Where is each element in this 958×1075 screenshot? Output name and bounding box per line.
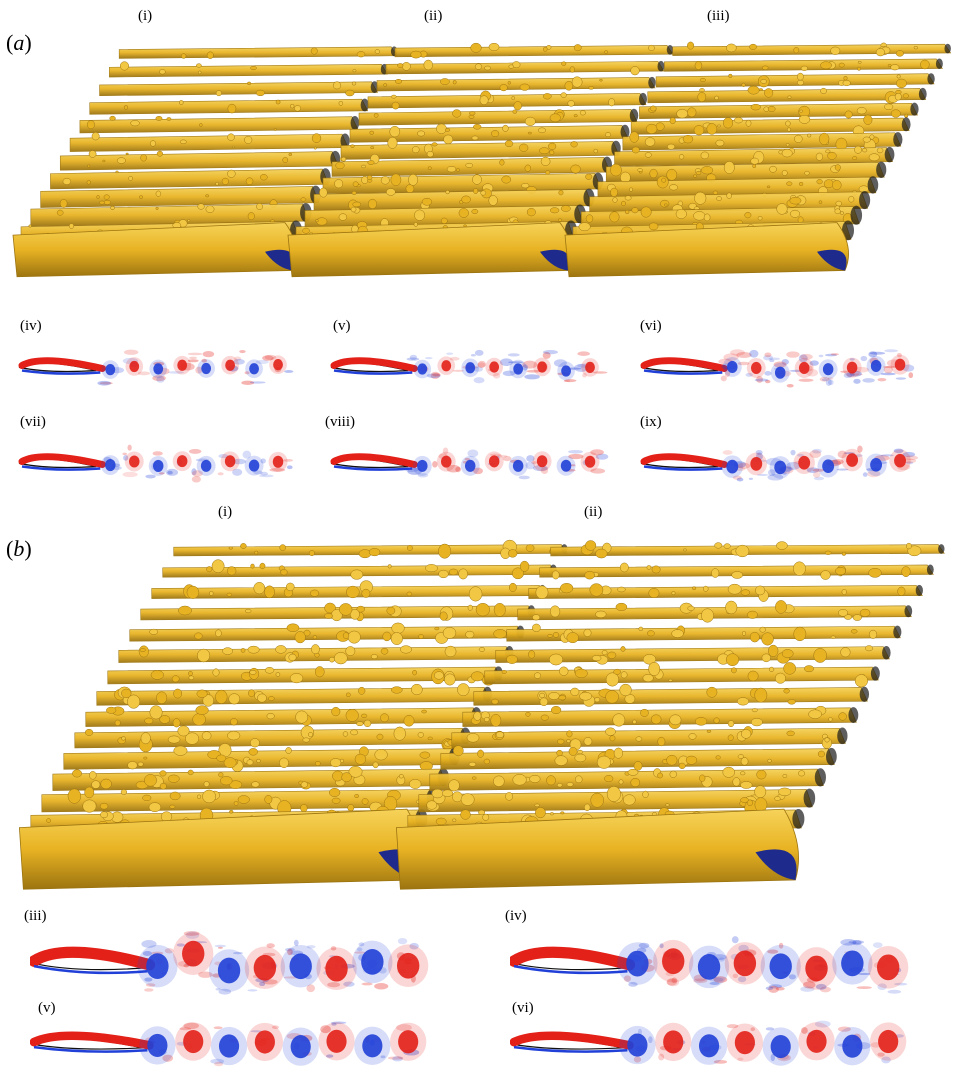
panel-label-a-ix: (ix) (640, 414, 662, 430)
vorticity-panel-a-v (330, 340, 620, 390)
isosurface-panel-a-ii (280, 24, 680, 284)
vorticity-panel-a-viii (330, 436, 620, 486)
vorticity-panel-b-vi (510, 1010, 930, 1072)
panel-label-b-ii: (ii) (584, 504, 603, 520)
panel-label-b-iii: (iii) (24, 908, 47, 924)
panel-label-b-i: (i) (218, 504, 233, 520)
isosurface-panel-a-iii (557, 24, 957, 284)
panel-label-a-iv: (iv) (20, 318, 42, 334)
vorticity-panel-b-iv (510, 918, 930, 1000)
vorticity-panel-b-v (30, 1010, 450, 1072)
panel-label-a-iii: (iii) (707, 8, 730, 24)
isosurface-panel-b-i (8, 515, 578, 900)
panel-label-a-vii: (vii) (20, 414, 46, 430)
vorticity-panel-a-iv (18, 340, 308, 390)
panel-label-b-vi: (vi) (512, 1000, 534, 1016)
panel-label-a-vi: (vi) (640, 318, 662, 334)
panel-label-a-viii: (viii) (325, 414, 355, 430)
panel-label-a-i: (i) (138, 8, 153, 24)
vorticity-panel-a-vi (640, 340, 930, 390)
part-a-label: (a) (6, 30, 32, 55)
vorticity-panel-a-vii (18, 436, 308, 486)
vorticity-panel-a-ix (640, 436, 930, 486)
isosurface-panel-b-ii (385, 515, 955, 900)
panel-label-b-iv: (iv) (505, 908, 527, 924)
panel-label-a-ii: (ii) (424, 8, 443, 24)
part-b-label: (b) (6, 536, 32, 561)
panel-label-a-v: (v) (333, 318, 351, 334)
vorticity-panel-b-iii (30, 918, 450, 1000)
panel-label-b-v: (v) (38, 1000, 56, 1016)
